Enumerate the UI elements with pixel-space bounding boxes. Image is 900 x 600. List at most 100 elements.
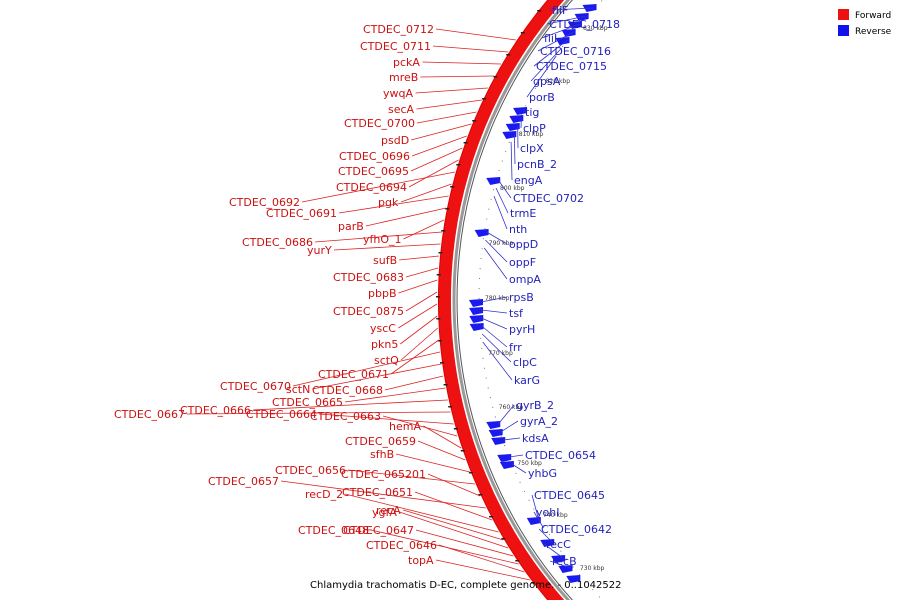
forward-gene-label: pbpB bbox=[368, 287, 397, 300]
forward-leader-line bbox=[333, 243, 441, 251]
reverse-gene-arrow bbox=[502, 131, 517, 139]
reverse-gene-arrow bbox=[558, 565, 573, 573]
forward-leader-line bbox=[411, 135, 467, 157]
reverse-gene-arrow bbox=[469, 307, 484, 315]
forward-gene-label: topA bbox=[408, 554, 434, 567]
forward-feature-marker bbox=[520, 32, 525, 34]
reverse-gene-label: fliF bbox=[552, 4, 568, 17]
reverse-leader-line bbox=[483, 247, 508, 280]
reverse-leader-line bbox=[509, 454, 524, 458]
reverse-leader-line bbox=[526, 55, 557, 98]
reverse-leader-line bbox=[533, 511, 544, 529]
reverse-gene-label: engA bbox=[514, 174, 543, 187]
reverse-leader-line bbox=[495, 187, 509, 214]
forward-gene-label: CTDEC_0664 bbox=[246, 408, 317, 421]
forward-leader-line bbox=[408, 159, 459, 188]
forward-gene-label: hemA bbox=[389, 420, 421, 433]
forward-feature-marker bbox=[450, 186, 455, 188]
reverse-gene-label: trmE bbox=[510, 207, 536, 220]
reverse-gene-label: fliI bbox=[544, 32, 557, 45]
forward-leader-line bbox=[280, 480, 486, 509]
reverse-leader-line bbox=[481, 333, 512, 363]
forward-leader-line bbox=[417, 440, 466, 461]
forward-leader-line bbox=[365, 207, 447, 227]
forward-gene-label: secA bbox=[388, 103, 415, 116]
forward-leader-line bbox=[382, 415, 458, 437]
legend: Forward Reverse bbox=[838, 9, 892, 37]
reverse-gene-arrow bbox=[488, 429, 503, 437]
reverse-gene-label: kdsA bbox=[522, 432, 549, 445]
forward-leader-line bbox=[398, 303, 438, 329]
forward-gene-label: CTDEC_0657 bbox=[208, 475, 279, 488]
reverse-gene-label: oppF bbox=[509, 256, 536, 269]
forward-gene-label: CTDEC_0711 bbox=[360, 40, 431, 53]
scale-tick-label: 800 kbp bbox=[500, 185, 525, 192]
forward-gene-label: CTDEC_0691 bbox=[266, 207, 337, 220]
forward-gene-label: CTDEC_0663 bbox=[310, 410, 381, 423]
reverse-gene-label: CTDEC_0645 bbox=[534, 489, 605, 502]
forward-leader-line bbox=[435, 559, 531, 581]
forward-feature-marker bbox=[493, 76, 498, 78]
forward-gene-label: ygfA bbox=[372, 506, 397, 519]
reverse-gene-label: CTDEC_0702 bbox=[513, 192, 584, 205]
reverse-gene-label: tig bbox=[525, 106, 539, 119]
forward-gene-label: CTDEC_0696 bbox=[339, 150, 410, 163]
forward-leader-line bbox=[396, 453, 470, 473]
forward-leader-line bbox=[186, 411, 451, 415]
forward-gene-label: CTDEC_0668 bbox=[312, 384, 383, 397]
reverse-gene-label: clpP bbox=[523, 122, 546, 135]
reverse-leader-line bbox=[500, 420, 519, 433]
forward-gene-label: CTDEC_0670 bbox=[220, 380, 291, 393]
legend-swatch-forward bbox=[838, 9, 849, 20]
forward-labels: CTDEC_0712CTDEC_0711pckAmreBywqAsecACTDE… bbox=[114, 23, 531, 581]
forward-feature-marker bbox=[456, 164, 461, 166]
reverse-leader-line bbox=[538, 528, 553, 543]
forward-leader-line bbox=[318, 413, 454, 425]
forward-leader-line bbox=[438, 544, 525, 573]
reverse-gene-label: recB bbox=[552, 555, 577, 568]
reverse-gene-arrow bbox=[469, 323, 484, 331]
forward-leader-line bbox=[414, 491, 493, 521]
reverse-gene-label: recC bbox=[546, 538, 571, 551]
reverse-gene-label: yohI bbox=[536, 506, 559, 519]
forward-gene-label: ywqA bbox=[383, 87, 413, 100]
forward-gene-label: yurY bbox=[307, 244, 332, 257]
reverse-gene-label: rpsB bbox=[509, 291, 534, 304]
reverse-gene-label: frr bbox=[509, 341, 522, 354]
reverse-leader-line bbox=[493, 195, 508, 230]
reverse-gene-label: CTDEC_0715 bbox=[536, 60, 607, 73]
forward-leader-line bbox=[398, 279, 438, 294]
scale-tick-label: 810 kbp bbox=[519, 131, 544, 138]
forward-feature-marker bbox=[436, 274, 441, 276]
forward-leader-line bbox=[415, 87, 488, 94]
backbone-inner-line bbox=[456, 0, 574, 600]
reverse-gene-label: tsf bbox=[509, 307, 524, 320]
forward-leader-line bbox=[405, 291, 438, 312]
forward-gene-label: CTDEC_0656 bbox=[275, 464, 346, 477]
forward-gene-label: CTDEC_0686 bbox=[242, 236, 313, 249]
forward-feature-marker bbox=[443, 384, 448, 386]
legend-label-reverse: Reverse bbox=[855, 27, 892, 37]
forward-feature-marker bbox=[437, 340, 442, 342]
legend-label-forward: Forward bbox=[855, 11, 891, 21]
reverse-gene-label: nth bbox=[509, 223, 527, 236]
forward-leader-line bbox=[402, 509, 504, 541]
forward-feature-marker bbox=[515, 560, 520, 562]
forward-leader-line bbox=[400, 327, 439, 361]
reverse-leader-line bbox=[486, 231, 508, 245]
forward-gene-label: yfhO_1 bbox=[363, 233, 402, 246]
reverse-gene-label: karG bbox=[514, 374, 540, 387]
scale-tick-label: 740 kbp bbox=[543, 512, 568, 519]
reverse-leader-line bbox=[541, 23, 581, 39]
forward-leader-line bbox=[384, 375, 444, 391]
forward-gene-label: CTDEC_0712 bbox=[363, 23, 434, 36]
legend-swatch-reverse bbox=[838, 25, 849, 36]
forward-leader-line bbox=[415, 529, 514, 557]
reverse-leader-line bbox=[522, 109, 526, 113]
forward-gene-label: CTDEC_0665 bbox=[272, 396, 343, 409]
forward-leader-line bbox=[252, 399, 448, 411]
map-caption: Chlamydia trachomatis D-EC, complete gen… bbox=[310, 580, 622, 591]
reverse-gene-arrow bbox=[486, 421, 501, 429]
reverse-gene-label: pyrH bbox=[509, 323, 535, 336]
